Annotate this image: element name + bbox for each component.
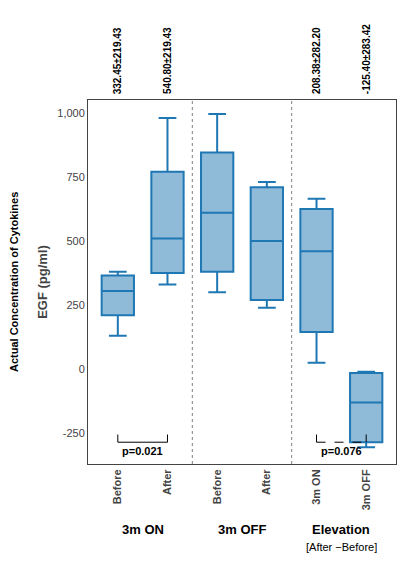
svg-text:Before: Before — [111, 469, 123, 504]
svg-text:0: 0 — [79, 363, 85, 375]
svg-text:After: After — [161, 469, 173, 495]
svg-text:EGF (pg/ml): EGF (pg/ml) — [35, 245, 50, 319]
svg-text:332.45±219.43: 332.45±219.43 — [112, 27, 123, 94]
svg-text:-125.40±283.42: -125.40±283.42 — [361, 24, 372, 94]
svg-text:500: 500 — [66, 235, 84, 247]
svg-text:3m OFF: 3m OFF — [218, 522, 266, 537]
svg-text:After: After — [260, 469, 272, 495]
svg-text:3m ON: 3m ON — [122, 522, 164, 537]
svg-text:p=0.076: p=0.076 — [321, 445, 362, 457]
svg-text:-250: -250 — [63, 427, 85, 439]
svg-text:1,000: 1,000 — [57, 107, 85, 119]
svg-text:3m OFF: 3m OFF — [360, 469, 372, 510]
svg-text:Actual Concentration of Cytoki: Actual Concentration of Cytokines — [8, 192, 20, 372]
svg-text:Before: Before — [211, 469, 223, 504]
svg-text:p=0.021: p=0.021 — [122, 445, 163, 457]
svg-text:Elevation: Elevation — [312, 522, 370, 537]
svg-text:208.38±282.20: 208.38±282.20 — [311, 27, 322, 94]
svg-text:3m ON: 3m ON — [310, 469, 322, 505]
svg-text:540.80±219.43: 540.80±219.43 — [162, 27, 173, 94]
svg-text:[After −Before]: [After −Before] — [306, 541, 377, 553]
svg-text:750: 750 — [66, 171, 84, 183]
svg-text:250: 250 — [66, 299, 84, 311]
